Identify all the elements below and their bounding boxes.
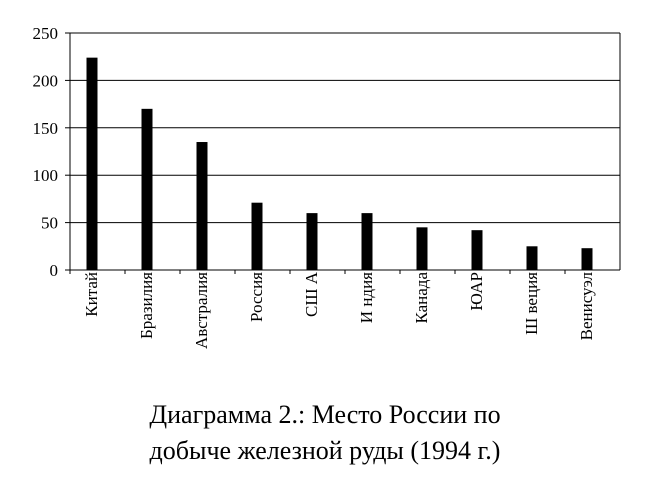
- bar: [416, 227, 428, 270]
- y-tick-label: 250: [33, 24, 59, 43]
- bar: [141, 108, 153, 270]
- x-category-label: Австралия: [192, 272, 211, 349]
- x-category-label: Китай: [82, 272, 101, 317]
- bars: [86, 57, 593, 271]
- bar: [86, 57, 98, 271]
- chart-caption-line-1: Диаграмма 2.: Место России по: [149, 400, 501, 429]
- bar: [526, 246, 538, 270]
- y-tick-label: 50: [41, 214, 58, 233]
- y-tick-label: 100: [33, 166, 59, 185]
- x-category-label: Канада: [412, 272, 431, 324]
- chart-caption-line-2: добыче железной руды (1994 г.): [149, 436, 501, 465]
- bar: [471, 230, 483, 270]
- y-tick-label: 0: [50, 261, 59, 280]
- x-category-label: Ш веция: [522, 272, 541, 335]
- x-axis-labels: Китай Бразилия Австралия Россия СШ А И ндия Ка…: [82, 271, 596, 349]
- y-tick-label: 200: [33, 71, 59, 90]
- x-category-label: ЮАР: [467, 272, 486, 311]
- y-axis-ticks: 0 50 100 150 200 250: [33, 24, 59, 280]
- bar: [196, 142, 208, 270]
- y-tick-label: 150: [33, 119, 59, 138]
- bar: [361, 213, 373, 270]
- bar: [306, 213, 318, 270]
- bar: [251, 202, 263, 270]
- x-category-label: Венисуэл: [577, 271, 596, 340]
- x-category-label: Россия: [247, 272, 266, 322]
- x-category-label: СШ А: [302, 271, 321, 317]
- x-category-label: Бразилия: [137, 272, 156, 339]
- x-category-label: И ндия: [357, 272, 376, 323]
- bar-chart: 0 50 100 150 200 250 Китай Бразилия Австралия Ро…: [33, 24, 621, 349]
- bar: [581, 248, 593, 270]
